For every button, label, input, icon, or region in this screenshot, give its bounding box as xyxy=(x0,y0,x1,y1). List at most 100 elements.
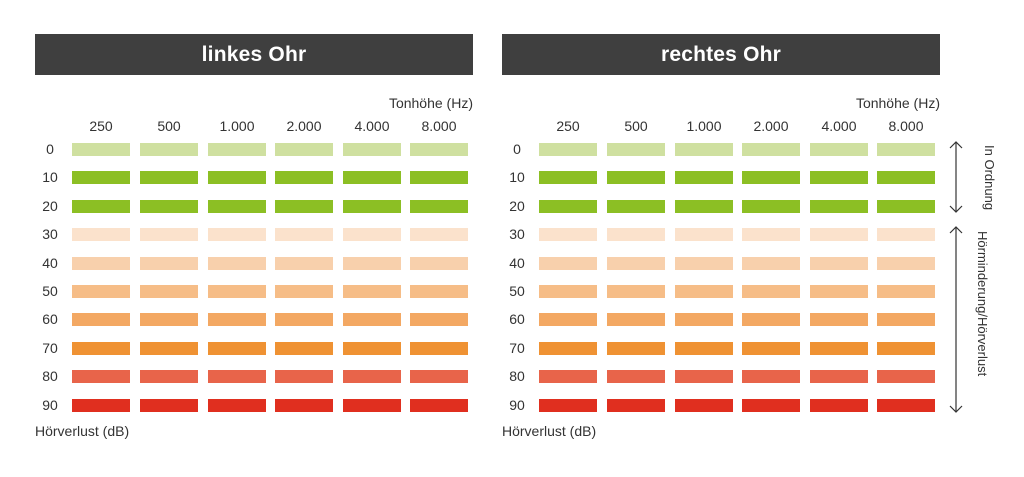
heatmap-cell xyxy=(742,171,800,185)
heatmap-cell xyxy=(675,199,733,213)
heatmap-cell xyxy=(742,199,800,213)
heatmap-cell xyxy=(607,398,665,412)
hearing-loss-tick-label: 70 xyxy=(509,339,525,356)
heatmap-cell xyxy=(140,341,198,355)
heatmap-cell xyxy=(343,398,401,412)
heatmap-cell xyxy=(539,285,597,298)
heatmap-cell xyxy=(275,256,333,270)
heatmap-cell xyxy=(539,398,597,412)
heatmap-cell xyxy=(72,313,130,327)
heatmap-cell xyxy=(810,256,868,270)
heatmap-cell xyxy=(877,341,935,355)
heatmap-cell xyxy=(72,171,130,185)
heatmap-cell xyxy=(539,199,597,213)
heatmap-cell xyxy=(810,398,868,412)
heatmap-cell xyxy=(208,370,266,384)
hearing-loss-tick-label: 30 xyxy=(42,226,58,243)
heatmap-cell xyxy=(410,370,468,384)
heatmap-cell xyxy=(72,370,130,384)
heatmap-cell xyxy=(343,143,401,156)
right-ear-panel: rechtes Ohr Tonhöhe (Hz) Hörverlust (dB)… xyxy=(502,34,940,474)
heatmap-cell xyxy=(539,370,597,384)
heatmap-cell xyxy=(140,285,198,298)
heatmap-cell xyxy=(72,228,130,242)
heatmap-cell xyxy=(742,398,800,412)
heatmap-cell xyxy=(343,341,401,355)
heatmap-cell xyxy=(675,313,733,327)
hearing-loss-tick-label: 0 xyxy=(513,141,521,157)
heatmap-cell xyxy=(208,228,266,242)
heatmap-cell xyxy=(877,313,935,327)
heatmap-cell xyxy=(810,341,868,355)
hearing-loss-tick-label: 80 xyxy=(42,368,58,385)
heatmap-cell xyxy=(72,256,130,270)
heatmap-cell xyxy=(343,256,401,270)
heatmap-cell xyxy=(877,398,935,412)
left-frequency-axis-label: Tonhöhe (Hz) xyxy=(388,95,473,111)
heatmap-cell xyxy=(607,285,665,298)
heatmap-cell xyxy=(742,228,800,242)
heatmap-cell xyxy=(410,341,468,355)
hearing-loss-tick-label: 60 xyxy=(42,311,58,328)
frequency-tick-label: 1.000 xyxy=(219,118,255,134)
heatmap-cell xyxy=(810,171,868,185)
frequency-tick-label: 500 xyxy=(157,118,181,134)
frequency-tick-label: 2.000 xyxy=(286,118,322,134)
heatmap-cell xyxy=(140,313,198,327)
hearing-loss-tick-label: 80 xyxy=(509,368,525,385)
heatmap-cell xyxy=(72,285,130,298)
heatmap-cell xyxy=(675,341,733,355)
hearing-loss-tick-label: 40 xyxy=(509,254,525,271)
heatmap-cell xyxy=(877,171,935,185)
heatmap-cell xyxy=(607,199,665,213)
heatmap-cell xyxy=(140,370,198,384)
heatmap-cell xyxy=(810,199,868,213)
heatmap-cell xyxy=(208,285,266,298)
heatmap-cell xyxy=(410,256,468,270)
heatmap-cell xyxy=(72,398,130,412)
heatmap-cell xyxy=(275,398,333,412)
heatmap-cell xyxy=(607,143,665,156)
heatmap-cell xyxy=(675,398,733,412)
heatmap-cell xyxy=(343,228,401,242)
heatmap-cell xyxy=(343,171,401,185)
hearing-loss-tick-label: 20 xyxy=(42,197,58,214)
heatmap-cell xyxy=(275,171,333,185)
heatmap-cell xyxy=(539,313,597,327)
heatmap-cell xyxy=(140,256,198,270)
heatmap-cell xyxy=(539,143,597,156)
frequency-tick-label: 1.000 xyxy=(686,118,722,134)
heatmap-cell xyxy=(410,285,468,298)
hearing-loss-tick-label: 30 xyxy=(509,226,525,243)
heatmap-cell xyxy=(208,256,266,270)
heatmap-cell xyxy=(810,228,868,242)
frequency-tick-label: 8.000 xyxy=(888,118,924,134)
frequency-tick-label: 250 xyxy=(89,118,113,134)
heatmap-cell xyxy=(877,256,935,270)
heatmap-cell xyxy=(742,285,800,298)
right-frequency-axis-label: Tonhöhe (Hz) xyxy=(855,95,940,111)
heatmap-cell xyxy=(208,171,266,185)
heatmap-cell xyxy=(410,171,468,185)
left-hearing-loss-axis-label: Hörverlust (dB) xyxy=(35,423,130,439)
heatmap-cell xyxy=(810,285,868,298)
heatmap-cell xyxy=(410,199,468,213)
heatmap-cell xyxy=(140,143,198,156)
heatmap-cell xyxy=(675,228,733,242)
heatmap-cell xyxy=(275,228,333,242)
heatmap-cell xyxy=(72,341,130,355)
heatmap-cell xyxy=(742,341,800,355)
heatmap-cell xyxy=(72,143,130,156)
heatmap-cell xyxy=(140,171,198,185)
hearing-loss-tick-label: 50 xyxy=(42,283,58,299)
hearing-loss-tick-label: 0 xyxy=(46,141,54,157)
hearing-loss-tick-label: 20 xyxy=(509,197,525,214)
hearing-loss-tick-label: 40 xyxy=(42,254,58,271)
heatmap-cell xyxy=(343,199,401,213)
range-arrows xyxy=(949,141,963,413)
heatmap-cell xyxy=(539,171,597,185)
heatmap-cell xyxy=(810,143,868,156)
heatmap-cell xyxy=(140,199,198,213)
heatmap-cell xyxy=(410,398,468,412)
heatmap-cell xyxy=(742,370,800,384)
